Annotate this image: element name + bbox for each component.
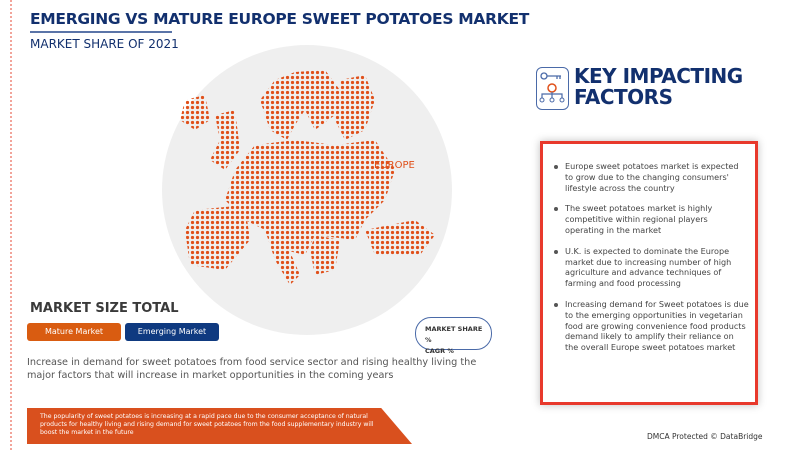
factor-item: U.K. is expected to dominate the Europe … [553,246,749,289]
key-factors-title-line1: KEY IMPACTING [574,64,743,88]
market-share-label: MARKET SHARE % [425,325,483,344]
page-title: EMERGING VS MATURE EUROPE SWEET POTATOES… [30,10,530,28]
factor-item: Europe sweet potatoes market is expected… [553,161,749,193]
key-factors-title-line2: FACTORS [574,85,673,109]
europe-dot-map [180,70,435,285]
key-gear-network-icon [536,67,569,110]
europe-label: EUROPE [374,160,415,171]
banner-text: The popularity of sweet potatoes is incr… [40,413,374,437]
description-text: Increase in demand for sweet potatoes fr… [27,357,477,381]
factor-item: Increasing demand for Sweet potatoes is … [553,299,749,353]
title-underline [30,31,172,33]
emerging-market-legend: Emerging Market [125,323,219,341]
cagr-label: CAGR % [425,347,454,355]
factor-item: The sweet potatoes market is highly comp… [553,203,749,235]
page-subtitle: MARKET SHARE OF 2021 [30,37,179,51]
key-factors-title: KEY IMPACTING FACTORS [574,66,743,108]
share-cagr-legend: MARKET SHARE % CAGR % [415,317,492,355]
info-banner: The popularity of sweet potatoes is incr… [27,408,412,444]
dmca-notice: DMCA Protected © DataBridge [647,432,763,441]
dotted-border [10,0,12,450]
key-factors-box: Europe sweet potatoes market is expected… [540,141,758,405]
market-size-title: MARKET SIZE TOTAL [30,301,179,316]
mature-market-legend: Mature Market [27,323,121,341]
